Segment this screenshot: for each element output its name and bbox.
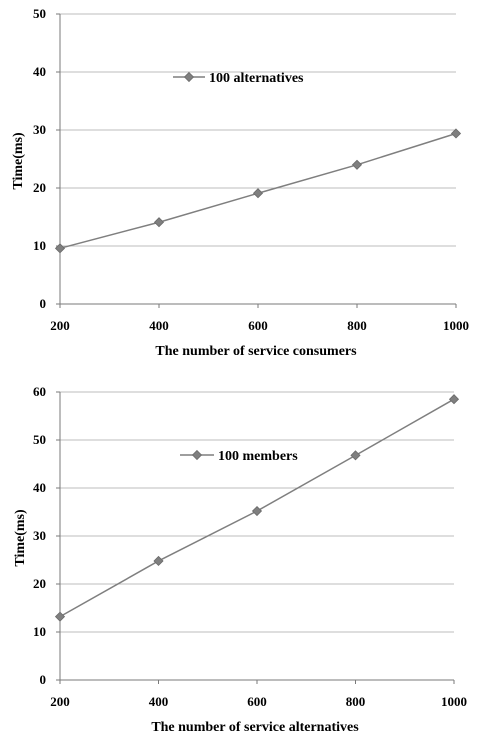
gridlines xyxy=(60,391,454,633)
chart-consumers: 0 10 20 30 40 50 200 400 600 800 1000 Time(ms) The… xyxy=(11,6,469,359)
data-point xyxy=(448,394,460,405)
y-tick-label: 30 xyxy=(33,122,46,137)
x-tick-label: 800 xyxy=(347,318,367,333)
y-tick-label: 20 xyxy=(33,576,46,591)
x-tick-label: 1000 xyxy=(443,318,469,333)
y-tick-label: 30 xyxy=(33,528,46,543)
chart-alternatives: 0 10 20 30 40 50 60 200 400 600 800 1000 Time(ms) T… xyxy=(13,384,467,735)
legend-label: 100 alternatives xyxy=(209,71,304,86)
tick-labels: 0 10 20 30 40 50 60 200 400 600 800 1000 xyxy=(33,384,467,709)
y-tick-label: 10 xyxy=(33,624,46,639)
y-tick-label: 0 xyxy=(40,672,47,687)
y-tick-label: 0 xyxy=(40,296,47,311)
x-tick-label: 1000 xyxy=(441,694,467,709)
data-point xyxy=(350,450,361,461)
data-point xyxy=(351,159,363,170)
data-point xyxy=(54,243,66,254)
data-point xyxy=(252,188,264,199)
series-layer xyxy=(54,394,460,622)
data-point xyxy=(153,217,165,228)
x-axis-title: The number of service alternatives xyxy=(151,720,359,735)
legend-marker xyxy=(191,449,203,461)
legend: 100 members xyxy=(180,449,298,464)
series-layer xyxy=(54,128,462,254)
y-tick-label: 40 xyxy=(33,480,46,495)
y-tick-label: 50 xyxy=(33,432,46,447)
y-tick-label: 40 xyxy=(33,64,46,79)
legend: 100 alternatives xyxy=(173,71,304,86)
y-tick-label: 10 xyxy=(33,238,46,253)
x-tick-label: 200 xyxy=(50,318,70,333)
x-tick-label: 600 xyxy=(248,318,268,333)
x-axis-title: The number of service consumers xyxy=(155,344,357,359)
legend-marker xyxy=(183,71,195,83)
y-axis-title: Time(ms) xyxy=(11,132,26,190)
y-tick-label: 50 xyxy=(33,6,46,21)
y-tick-label: 60 xyxy=(33,384,46,399)
data-point xyxy=(450,128,462,139)
y-axis-title: Time(ms) xyxy=(13,509,28,567)
data-point xyxy=(54,611,66,622)
gridlines xyxy=(60,13,456,247)
x-tick-label: 200 xyxy=(50,694,70,709)
x-tick-label: 400 xyxy=(149,694,169,709)
data-point xyxy=(153,555,164,567)
x-tick-label: 400 xyxy=(149,318,169,333)
tick-labels: 0 10 20 30 40 50 200 400 600 800 1000 xyxy=(33,6,469,333)
data-point xyxy=(251,505,263,517)
x-tick-label: 600 xyxy=(247,694,267,709)
x-tick-label: 800 xyxy=(346,694,366,709)
y-tick-label: 20 xyxy=(33,180,46,195)
legend-label: 100 members xyxy=(218,449,298,464)
